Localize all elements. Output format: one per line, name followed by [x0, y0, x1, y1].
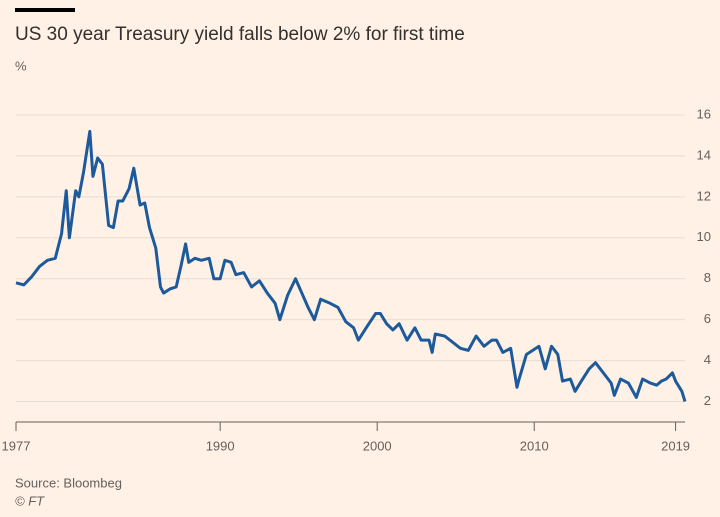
x-tick-label: 2000 [363, 438, 392, 453]
y-tick-label: 4 [704, 352, 711, 367]
title-bar [15, 8, 75, 12]
chart-title: US 30 year Treasury yield falls below 2%… [15, 24, 465, 45]
credit: © FT [15, 493, 45, 508]
y-tick-label: 2 [704, 393, 711, 408]
data-line [15, 129, 687, 402]
y-tick-label: 14 [697, 147, 711, 162]
source: Source: Bloombeg [15, 475, 122, 490]
x-tick-label: 1977 [2, 438, 31, 453]
x-tick-label: 2019 [661, 438, 690, 453]
y-tick-label: 10 [697, 229, 711, 244]
y-tick-label: 12 [697, 188, 711, 203]
y-axis-label: % [15, 58, 27, 73]
x-tick-label: 2010 [520, 438, 549, 453]
x-tick-label: 1990 [206, 438, 235, 453]
y-tick-label: 16 [697, 106, 711, 121]
y-tick-label: 8 [704, 270, 711, 285]
y-tick-label: 6 [704, 311, 711, 326]
